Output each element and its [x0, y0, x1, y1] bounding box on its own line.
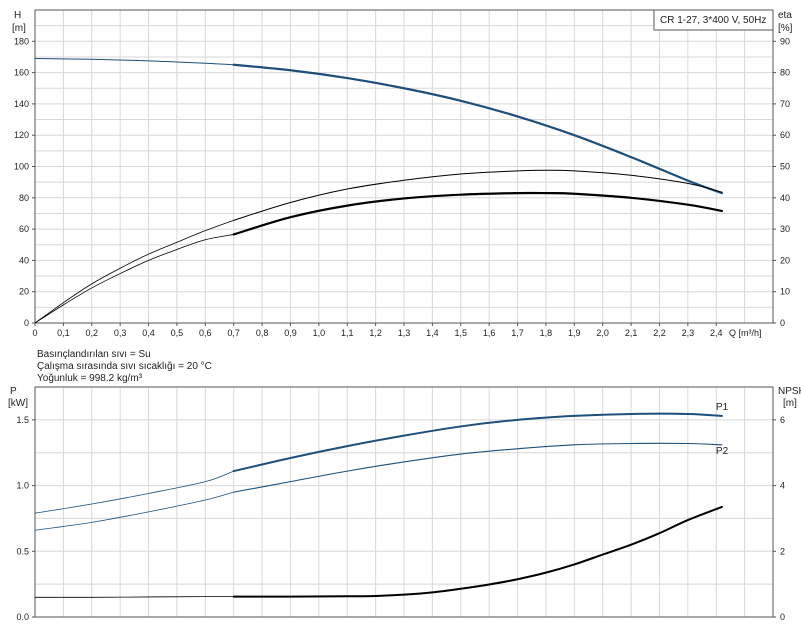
x-tick-label: 0,3: [114, 328, 127, 338]
top-series-line-5: [232, 191, 724, 236]
bottom-series-line-0: [34, 470, 235, 514]
info-fluid: Basınçlandırılan sıvı = Su: [37, 349, 151, 360]
y-right-tick-label: 50: [780, 162, 790, 172]
y-right-tick-label: 70: [780, 99, 790, 109]
x-tick-label: 1,4: [426, 328, 439, 338]
x-tick-label: 0,7: [227, 328, 240, 338]
x-tick-label: 0,6: [199, 328, 212, 338]
bottom-y-left-tick-label: 0.5: [16, 546, 29, 556]
x-tick-label: 0,4: [142, 328, 155, 338]
bottom-y-right-tick-label: 4: [780, 481, 785, 491]
y-left-tick-label: 80: [19, 193, 29, 203]
bottom-y-right-tick-label: 2: [780, 546, 785, 556]
x-tick-label: 0: [32, 328, 37, 338]
chart-title: CR 1-27, 3*400 V, 50Hz: [660, 15, 766, 26]
y-right-tick-label: 10: [780, 287, 790, 297]
top-left-axis-label: H: [14, 10, 21, 21]
x-tick-label: 0,9: [284, 328, 297, 338]
x-tick-label: 0,8: [256, 328, 269, 338]
y-right-tick-label: 40: [780, 193, 790, 203]
bottom-chart-grid: [34, 386, 774, 618]
x-tick-label: 0,1: [57, 328, 70, 338]
y-right-tick-label: 80: [780, 68, 790, 78]
x-tick-label: 1,8: [540, 328, 553, 338]
x-axis-label: Q [m³/h]: [729, 328, 762, 338]
bottom-y-left-tick-label: 1.0: [16, 481, 29, 491]
y-right-tick-label: 20: [780, 255, 790, 265]
x-tick-label: 0,5: [171, 328, 184, 338]
bottom-y-left-tick-label: 0.0: [16, 612, 29, 622]
top-left-axis-unit: [m]: [12, 23, 26, 34]
info-temperature: Çalışma sırasında sıvı sıcaklığı = 20 °C: [37, 361, 212, 372]
y-right-tick-label: 60: [780, 130, 790, 140]
y-left-tick-label: 120: [14, 130, 29, 140]
x-tick-label: 1,9: [568, 328, 581, 338]
bottom-series-line-4: [34, 596, 235, 598]
y-left-tick-label: 0: [24, 318, 29, 328]
bottom-series-line-2: [34, 491, 235, 531]
top-series-line-0: [34, 58, 235, 66]
top-series-line-3: [233, 169, 723, 221]
x-tick-label: 1,0: [313, 328, 326, 338]
bottom-series-line-3: [233, 442, 723, 493]
bottom-y-left-tick-label: 1.5: [16, 415, 29, 425]
bottom-left-axis-unit: [kW]: [8, 398, 28, 409]
x-tick-label: 2,3: [682, 328, 695, 338]
y-left-tick-label: 140: [14, 99, 29, 109]
top-series-line-2: [34, 219, 235, 324]
top-series-line-1: [232, 63, 724, 195]
legend-p2-label: P2: [716, 446, 729, 457]
bottom-chart-series: [34, 412, 723, 598]
bottom-series-line-5: [232, 505, 723, 598]
bottom-chart-ticks: 0.0 0.5 1.0 1.5 0 2 4 6: [16, 415, 785, 622]
x-tick-label: 2,0: [596, 328, 609, 338]
x-tick-label: 1,2: [369, 328, 382, 338]
top-series-line-4: [34, 234, 235, 324]
bottom-right-axis-label: NPSH: [778, 386, 801, 397]
x-tick-label: 1,3: [398, 328, 411, 338]
x-tick-label: 1,6: [483, 328, 496, 338]
legend-p1-label: P1: [716, 402, 729, 413]
x-tick-label: 1,5: [455, 328, 468, 338]
y-left-tick-label: 160: [14, 68, 29, 78]
y-left-tick-label: 180: [14, 36, 29, 46]
bottom-y-right-tick-label: 0: [780, 612, 785, 622]
y-left-tick-label: 60: [19, 224, 29, 234]
y-right-tick-label: 0: [780, 318, 785, 328]
bottom-right-axis-unit: [m]: [783, 398, 797, 409]
info-density: Yoğunluk = 998.2 kg/m³: [37, 373, 143, 384]
x-tick-label: 2,4: [710, 328, 723, 338]
y-right-tick-label: 90: [780, 36, 790, 46]
x-tick-label: 1,7: [511, 328, 524, 338]
y-right-tick-label: 30: [780, 224, 790, 234]
x-tick-label: 2,1: [625, 328, 638, 338]
chart-title-box: [653, 9, 774, 31]
top-chart-ticks: 0 0,1 0,2 0,3 0,4 0,5 0,6 0,7 0,8 0,9 1,0 1,1 1,2 1,3…: [14, 36, 790, 338]
bottom-y-right-tick-label: 6: [780, 415, 785, 425]
top-chart-series: [34, 58, 724, 324]
y-left-tick-label: 20: [19, 287, 29, 297]
top-right-axis-label: eta: [778, 10, 792, 21]
x-tick-label: 1,1: [341, 328, 354, 338]
bottom-left-axis-label: P: [10, 386, 17, 397]
y-left-tick-label: 100: [14, 162, 29, 172]
top-chart-grid: [34, 9, 774, 324]
top-right-axis-unit: [%]: [778, 23, 793, 34]
x-tick-label: 0,2: [86, 328, 99, 338]
x-tick-label: 2,2: [653, 328, 666, 338]
bottom-chart-frame: [34, 386, 774, 618]
bottom-series-line-1: [232, 412, 723, 473]
y-left-tick-label: 40: [19, 255, 29, 265]
